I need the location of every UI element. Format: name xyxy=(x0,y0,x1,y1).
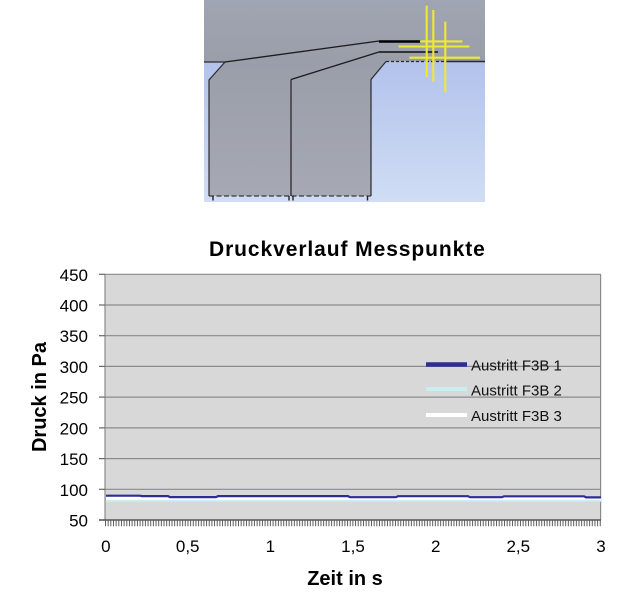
svg-text:Austritt F3B 3: Austritt F3B 3 xyxy=(471,408,562,425)
svg-text:1: 1 xyxy=(266,537,275,556)
svg-text:Austritt F3B 1: Austritt F3B 1 xyxy=(471,358,562,375)
svg-text:2: 2 xyxy=(431,537,440,556)
svg-text:0: 0 xyxy=(101,537,110,556)
svg-text:0,5: 0,5 xyxy=(176,537,200,556)
svg-text:450: 450 xyxy=(60,266,88,285)
svg-text:400: 400 xyxy=(60,297,88,316)
svg-text:350: 350 xyxy=(60,327,88,346)
svg-text:200: 200 xyxy=(60,419,88,438)
svg-text:250: 250 xyxy=(60,389,88,408)
svg-text:100: 100 xyxy=(60,481,88,500)
svg-text:2,5: 2,5 xyxy=(506,537,530,556)
svg-text:150: 150 xyxy=(60,450,88,469)
svg-text:Druck in Pa: Druck in Pa xyxy=(29,341,51,452)
svg-text:50: 50 xyxy=(69,512,88,531)
svg-text:300: 300 xyxy=(60,358,88,377)
svg-text:Druckverlauf Messpunkte: Druckverlauf Messpunkte xyxy=(209,238,486,261)
svg-text:1,5: 1,5 xyxy=(341,537,365,556)
svg-text:Zeit in s: Zeit in s xyxy=(307,568,383,590)
svg-text:Austritt F3B 2: Austritt F3B 2 xyxy=(471,383,562,400)
svg-text:3: 3 xyxy=(596,537,605,556)
